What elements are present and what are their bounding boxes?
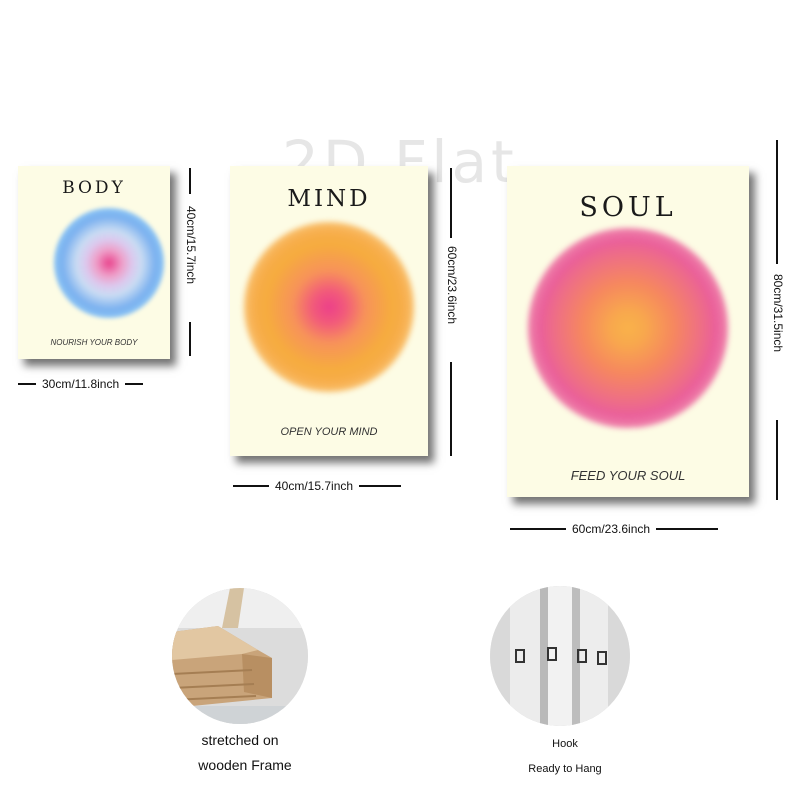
poster-body-width-dimension: 30cm/11.8inch [18,377,144,391]
dimension-line [510,528,566,530]
wooden-frame-caption-line1: stretched on [201,732,279,748]
poster-body-width-label: 30cm/11.8inch [42,377,120,391]
dimension-line [125,383,144,385]
dimension-line [359,485,402,487]
poster-body-tagline: NOURISH YOUR BODY [50,338,138,347]
poster-soul-width-label: 60cm/23.6inch [572,522,651,536]
dimension-line [189,322,191,356]
hook-illustration [490,586,630,726]
poster-mind-height-label: 60cm/23.6inch [445,246,459,325]
poster-body: BODY NOURISH YOUR BODY [18,166,170,359]
hook-caption-line1: Hook [552,738,578,750]
wooden-frame-caption-line2: wooden Frame [198,757,292,773]
dimension-line [18,383,36,385]
poster-mind-aura [244,222,414,392]
hook-caption-line2: Ready to Hang [528,763,602,775]
wooden-frame-photo [172,588,308,724]
dimension-line [776,420,778,500]
poster-soul-width-dimension: 60cm/23.6inch [510,522,719,536]
poster-mind-width-dimension: 40cm/15.7inch [233,479,402,493]
wooden-frame-illustration [172,588,308,724]
hook-photo [490,586,630,726]
poster-mind-width-label: 40cm/15.7inch [275,479,354,493]
dimension-line [776,140,778,264]
poster-soul: SOUL FEED YOUR SOUL [507,166,749,497]
poster-body-height-label: 40cm/15.7inch [184,206,198,285]
poster-mind-title: MIND [287,186,371,212]
poster-soul-height-label: 80cm/31.5inch [771,274,785,353]
dimension-line [450,362,452,456]
dimension-line [450,168,452,238]
poster-body-aura [54,208,164,318]
poster-mind: MIND OPEN YOUR MIND [230,166,428,456]
dimension-line [233,485,269,487]
poster-body-title: BODY [62,178,126,198]
dimension-line [656,528,719,530]
poster-soul-title: SOUL [579,192,677,223]
poster-soul-tagline: FEED YOUR SOUL [570,468,686,483]
poster-soul-aura [528,228,728,428]
poster-mind-tagline: OPEN YOUR MIND [280,426,378,438]
dimension-line [189,168,191,194]
